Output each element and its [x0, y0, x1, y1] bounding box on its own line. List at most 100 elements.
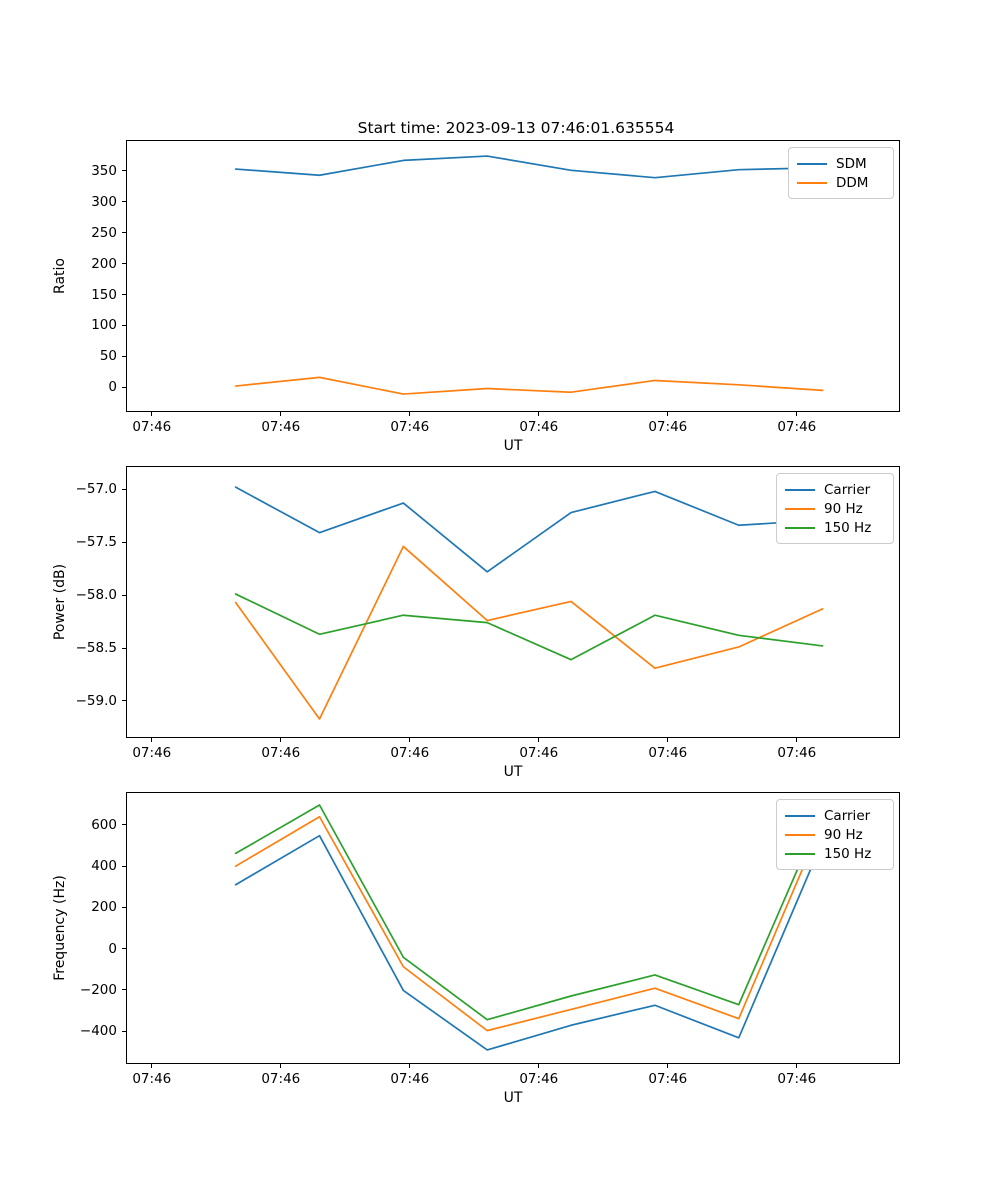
x-tick-label: 07:46	[519, 1071, 559, 1087]
legend-line-icon	[785, 852, 815, 855]
legend-item[interactable]: 90 Hz	[785, 825, 885, 844]
x-tick-label: 07:46	[261, 419, 301, 435]
legend-label: 150 Hz	[824, 845, 872, 862]
x-tick-mark	[409, 412, 411, 416]
legend[interactable]: Carrier 90 Hz 150 Hz	[776, 473, 894, 544]
legend-item[interactable]: DDM	[797, 173, 885, 192]
x-axis-label: UT	[503, 438, 523, 454]
y-tick-mark	[122, 647, 126, 649]
x-axis-label: UT	[503, 764, 523, 780]
legend-label: Carrier	[824, 481, 871, 498]
x-tick-mark	[151, 1064, 153, 1068]
y-axis-label: Power (dB)	[52, 563, 68, 641]
y-tick-mark	[122, 594, 126, 596]
legend[interactable]: Carrier 90 Hz 150 Hz	[776, 799, 894, 870]
x-tick-label: 07:46	[648, 1071, 688, 1087]
series-line-150-hz	[234, 593, 824, 661]
y-tick-label: 400	[91, 858, 117, 875]
x-tick-mark	[151, 412, 153, 416]
x-tick-mark	[667, 412, 669, 416]
x-tick-label: 07:46	[261, 745, 301, 761]
figure-title: Start time: 2023-09-13 07:46:01.635554	[357, 119, 675, 137]
x-tick-mark	[538, 1064, 540, 1068]
legend-item[interactable]: 150 Hz	[785, 844, 885, 863]
x-tick-label: 07:46	[777, 1071, 817, 1087]
axes-frame	[126, 466, 900, 738]
x-tick-label: 07:46	[390, 1071, 430, 1087]
x-tick-mark	[538, 738, 540, 742]
x-axis-label: UT	[503, 1090, 523, 1106]
legend-item[interactable]: 90 Hz	[785, 499, 885, 518]
series-line-90-hz	[234, 545, 824, 720]
y-tick-mark	[122, 294, 126, 296]
x-tick-mark	[409, 1064, 411, 1068]
series-line-90-hz	[234, 815, 824, 1032]
legend-item[interactable]: 150 Hz	[785, 518, 885, 537]
legend-line-icon	[797, 162, 827, 165]
y-tick-label: 200	[91, 899, 117, 916]
x-tick-mark	[409, 738, 411, 742]
legend-line-icon	[785, 833, 815, 836]
y-tick-label: 250	[91, 224, 117, 241]
y-tick-mark	[122, 232, 126, 234]
legend-label: 90 Hz	[824, 500, 863, 517]
legend-item[interactable]: Carrier	[785, 480, 885, 499]
x-tick-mark	[280, 1064, 282, 1068]
y-tick-label: −57.0	[75, 481, 117, 498]
x-tick-mark	[280, 412, 282, 416]
x-tick-mark	[796, 412, 798, 416]
legend-label: DDM	[836, 174, 869, 191]
series-line-carrier	[234, 486, 824, 573]
y-tick-label: −200	[79, 981, 117, 998]
axes-frame	[126, 140, 900, 412]
y-tick-label: 150	[91, 286, 117, 303]
y-axis-label: Ratio	[52, 258, 68, 294]
y-tick-label: −58.5	[75, 640, 117, 657]
y-tick-label: −400	[79, 1023, 117, 1040]
legend-label: SDM	[836, 155, 867, 172]
x-tick-label: 07:46	[777, 419, 817, 435]
x-tick-mark	[538, 412, 540, 416]
y-tick-mark	[122, 324, 126, 326]
y-tick-label: 350	[91, 162, 117, 179]
y-tick-label: 300	[91, 193, 117, 210]
y-tick-label: −57.5	[75, 534, 117, 551]
y-tick-label: −58.0	[75, 587, 117, 604]
y-tick-mark	[122, 948, 126, 950]
legend-item[interactable]: Carrier	[785, 806, 885, 825]
x-tick-label: 07:46	[132, 419, 172, 435]
y-tick-mark	[122, 989, 126, 991]
legend-line-icon	[785, 814, 815, 817]
plot-lines	[234, 486, 824, 720]
y-tick-mark	[122, 700, 126, 702]
x-tick-label: 07:46	[390, 745, 430, 761]
y-tick-mark	[122, 1030, 126, 1032]
series-line-sdm	[234, 155, 824, 179]
legend-label: Carrier	[824, 807, 871, 824]
y-tick-mark	[122, 170, 126, 172]
legend[interactable]: SDM DDM	[788, 147, 894, 199]
x-tick-mark	[280, 738, 282, 742]
y-tick-mark	[122, 824, 126, 826]
x-tick-mark	[151, 738, 153, 742]
y-tick-mark	[122, 386, 126, 388]
y-tick-label: 0	[108, 940, 117, 957]
x-tick-label: 07:46	[648, 419, 688, 435]
series-line-carrier	[234, 834, 824, 1051]
x-tick-label: 07:46	[261, 1071, 301, 1087]
plot-lines	[234, 804, 824, 1051]
series-line-ddm	[234, 376, 824, 395]
legend-line-icon	[785, 526, 815, 529]
y-tick-mark	[122, 201, 126, 203]
y-tick-mark	[122, 906, 126, 908]
x-tick-mark	[667, 738, 669, 742]
y-tick-label: 100	[91, 317, 117, 334]
x-tick-label: 07:46	[777, 745, 817, 761]
y-tick-mark	[122, 263, 126, 265]
legend-item[interactable]: SDM	[797, 154, 885, 173]
series-line-150-hz	[234, 804, 824, 1021]
y-axis-label: Frequency (Hz)	[52, 875, 68, 981]
y-tick-mark	[122, 355, 126, 357]
y-tick-mark	[122, 865, 126, 867]
